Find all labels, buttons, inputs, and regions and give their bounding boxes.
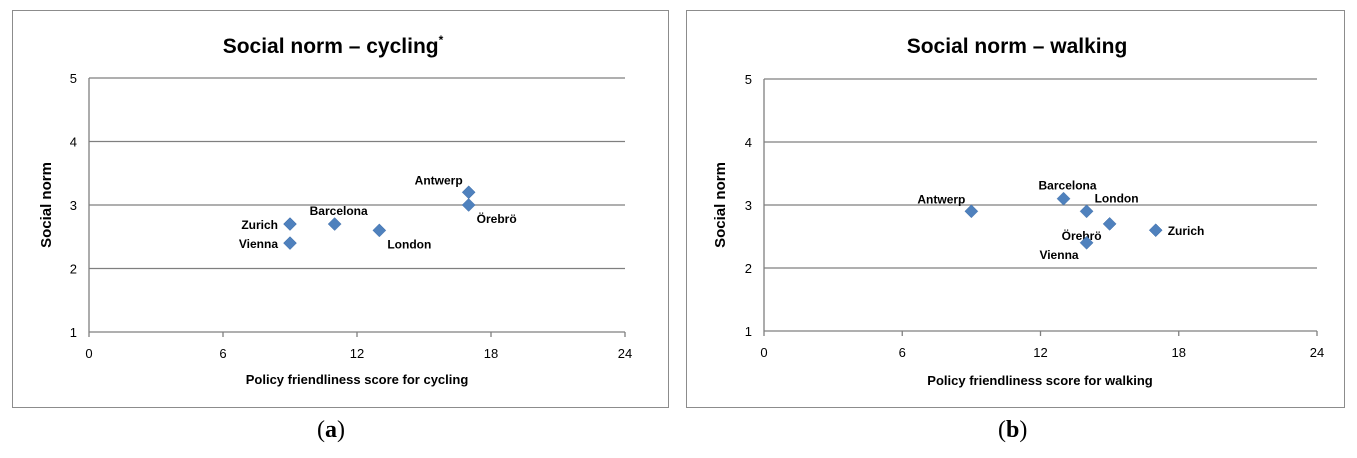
chart-panel-walking: Social norm – walking 1 2 3 4 5 0 6 12 18 24 Policy…: [686, 10, 1345, 408]
caption-a: (a): [317, 417, 345, 443]
data-point-rebr: [461, 198, 476, 212]
data-point-london: [372, 223, 387, 238]
data-point-vienna: [1079, 235, 1094, 250]
x-tick-label: 12: [350, 346, 364, 361]
caption-b: (b): [998, 417, 1028, 443]
y-tick-label: 2: [70, 262, 77, 277]
point-label-london: London: [387, 237, 431, 251]
point-label-barcelona: Barcelona: [310, 204, 368, 218]
point-label-antwerp: Antwerp: [415, 173, 463, 187]
data-point-vienna: [283, 236, 297, 250]
y-axis-label: Social norm: [712, 162, 729, 248]
y-axis-label: Social norm: [38, 162, 55, 248]
data-point-rebr: [1102, 217, 1117, 231]
point-label-barcelona: Barcelona: [1039, 179, 1097, 193]
chart-title: Social norm – cycling*: [223, 33, 444, 58]
data-point-barcelona: [1056, 191, 1071, 206]
data-point-antwerp: [461, 185, 476, 200]
x-tick-label: 12: [1033, 345, 1047, 360]
chart-title: Social norm – walking: [907, 35, 1128, 58]
y-tick-label: 3: [70, 198, 77, 213]
x-tick-label: 0: [85, 346, 92, 361]
point-label-zurich: Zurich: [241, 218, 278, 232]
point-label-zurich: Zurich: [1168, 224, 1205, 238]
title-footnote-marker: *: [439, 33, 444, 47]
data-point-barcelona: [327, 217, 342, 231]
data-point-zurich: [283, 217, 297, 231]
x-tick-label: 0: [760, 345, 767, 360]
data-point-london: [1079, 204, 1094, 219]
y-tick-label: 1: [745, 324, 752, 339]
y-tick-label: 1: [70, 325, 77, 340]
y-tick-label: 5: [745, 72, 752, 87]
x-tick-label: 18: [1172, 345, 1186, 360]
y-tick-label: 2: [745, 261, 752, 276]
x-tick-label: 6: [219, 346, 226, 361]
point-label-vienna: Vienna: [239, 237, 278, 251]
point-label-rebr: Örebrö: [477, 211, 517, 226]
y-tick-label: 5: [70, 71, 77, 86]
x-tick-label: 18: [484, 346, 498, 361]
y-tick-label: 4: [70, 135, 77, 150]
x-tick-label: 24: [1310, 345, 1324, 360]
data-point-antwerp: [964, 204, 979, 219]
y-tick-label: 4: [745, 135, 752, 150]
x-tick-label: 24: [618, 346, 632, 361]
point-label-rebr: Örebrö: [1062, 228, 1102, 243]
y-tick-label: 3: [745, 198, 752, 213]
x-axis-label: Policy friendliness score for cycling: [246, 372, 469, 387]
chart-panel-cycling: Social norm – cycling* 1 2 3 4 5 0 6 12 18 24 Polic…: [12, 10, 669, 408]
x-axis-label: Policy friendliness score for walking: [927, 373, 1152, 388]
point-label-vienna: Vienna: [1039, 248, 1078, 262]
point-label-antwerp: Antwerp: [917, 192, 965, 206]
data-point-zurich: [1148, 223, 1163, 238]
x-tick-label: 6: [899, 345, 906, 360]
point-label-london: London: [1095, 191, 1139, 205]
